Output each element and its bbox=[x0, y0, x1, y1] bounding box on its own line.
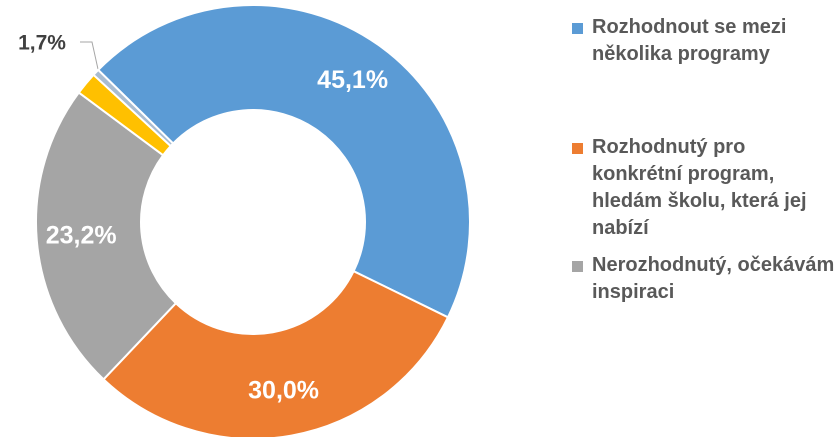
legend-label: Rozhodnout se mezi několika programy bbox=[592, 16, 787, 65]
legend-label: Nerozhodnutý, očekávám inspiraci bbox=[592, 254, 835, 303]
data-label: 23,2% bbox=[46, 221, 117, 249]
legend-label: Rozhodnutý pro konkrétní program, hledám… bbox=[592, 136, 807, 239]
legend-swatch bbox=[572, 23, 583, 34]
donut-slice bbox=[92, 68, 175, 148]
leader-line bbox=[80, 41, 102, 82]
donut-slice bbox=[102, 269, 450, 437]
legend-swatch bbox=[572, 261, 583, 272]
legend-item: Rozhodnout se mezi několika programy bbox=[572, 14, 839, 68]
donut-slice bbox=[96, 4, 471, 319]
legend-item: Rozhodnutý pro konkrétní program, hledám… bbox=[572, 134, 839, 242]
donut-slice bbox=[35, 91, 178, 381]
data-label: 45,1% bbox=[317, 66, 388, 94]
data-label: 1,7% bbox=[18, 32, 66, 55]
legend-swatch bbox=[572, 143, 583, 154]
legend: Rozhodnout se mezi několika programy Rozh… bbox=[572, 14, 839, 306]
data-label: 30,0% bbox=[248, 376, 319, 404]
legend-item: Nerozhodnutý, očekávám inspiraci bbox=[572, 252, 839, 306]
